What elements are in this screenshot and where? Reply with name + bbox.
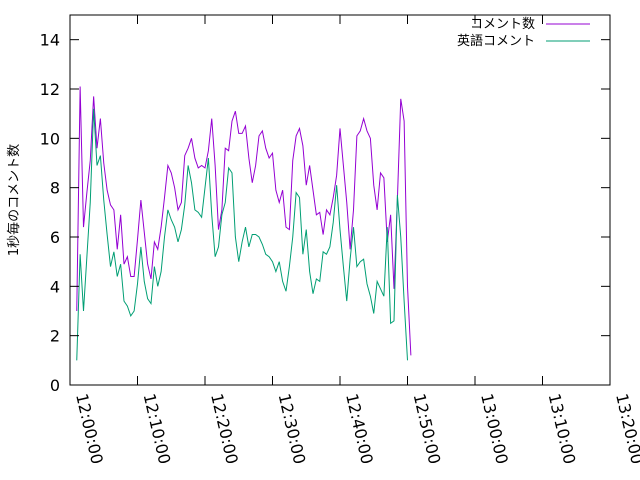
y-axis: 0 2 4 6 8 10 12 14 bbox=[40, 31, 610, 395]
legend: コメント数 英語コメント bbox=[457, 17, 590, 49]
y-tick-label: 6 bbox=[50, 228, 60, 247]
legend-label-english-comments: 英語コメント bbox=[457, 33, 535, 49]
y-tick-label: 10 bbox=[40, 129, 60, 148]
series-line-1 bbox=[76, 108, 408, 361]
y-tick-label: 4 bbox=[50, 277, 60, 296]
y-tick-label: 12 bbox=[40, 80, 60, 99]
y-tick-label: 14 bbox=[40, 31, 60, 50]
legend-label-comments: コメント数 bbox=[470, 17, 535, 32]
y-tick-label: 0 bbox=[50, 376, 60, 395]
series-line-0 bbox=[76, 86, 412, 356]
series-layer bbox=[76, 86, 412, 361]
y-tick-label: 2 bbox=[50, 327, 60, 346]
y-axis-label: 1秒毎のコメント数 bbox=[6, 144, 22, 256]
y-tick-label: 8 bbox=[50, 179, 60, 198]
